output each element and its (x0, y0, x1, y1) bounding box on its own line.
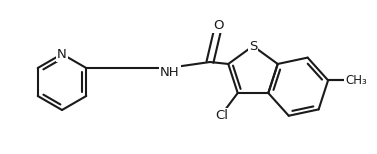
Text: N: N (57, 47, 67, 61)
Text: NH: NH (160, 65, 180, 79)
Text: CH₃: CH₃ (345, 74, 367, 87)
Text: S: S (249, 39, 257, 53)
Text: O: O (213, 18, 223, 32)
Text: Cl: Cl (215, 109, 228, 122)
